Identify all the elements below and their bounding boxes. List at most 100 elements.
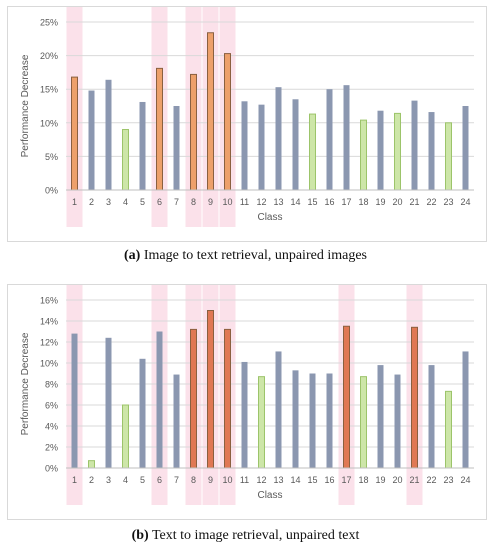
bar-2-a (88, 90, 95, 190)
x-tick-label-b: 8 (191, 475, 196, 485)
chart-panel-a: 0% 5% 10% 15% 20% 25% 1 2 3 4 5 6 7 8 9 10 11 12 13 14 15 16 1… (7, 6, 487, 242)
x-tick-label-b: 19 (375, 475, 385, 485)
x-tick-label-b: 20 (392, 475, 402, 485)
x-tick-label-b: 1 (72, 475, 77, 485)
bar-22-b (428, 365, 435, 468)
bar-1-b (71, 333, 78, 468)
x-tick-label-b: 21 (409, 475, 419, 485)
x-tick-label-b: 15 (307, 475, 317, 485)
x-tick-label-a: 24 (460, 197, 470, 207)
bar-14-b (292, 370, 299, 468)
y-tick-label-a: 15% (40, 85, 58, 95)
bar-1-a (71, 76, 78, 191)
caption-b-text: Text to image retrieval, unpaired text (148, 528, 360, 543)
bar-8-a (190, 73, 197, 191)
bar-10-a (224, 53, 231, 191)
x-tick-label-b: 5 (140, 475, 145, 485)
bar-8-b (190, 328, 197, 469)
x-tick-label-b: 9 (208, 475, 213, 485)
caption-a: (a) Image to text retrieval, unpaired im… (0, 248, 491, 264)
y-tick-label-a: 0% (45, 186, 58, 196)
bar-21-a (411, 100, 418, 190)
bar-10-b (224, 328, 231, 469)
bar-chart-b: 0%2%4%6%8%10%12%14%16%1 2 3 4 5 6 7 8 9 10 11 12 13 1… (20, 285, 474, 505)
x-tick-label-b: 11 (240, 475, 249, 485)
bar-13-a (275, 87, 282, 190)
bar-5-a (139, 101, 146, 190)
x-tick-label-a: 15 (307, 197, 317, 207)
caption-a-text: Image to text retrieval, unpaired images (140, 248, 367, 263)
x-tick-label-a: 20 (392, 197, 402, 207)
y-tick-label-b: 6% (45, 401, 58, 411)
y-tick-label-b: 10% (40, 359, 58, 369)
y-tick-label-b: 8% (45, 380, 58, 390)
bar-16-b (326, 373, 333, 468)
bar-21-b (411, 326, 418, 469)
x-tick-label-b: 23 (443, 475, 453, 485)
x-tick-label-a: 8 (191, 197, 196, 207)
x-tick-label-b: 17 (341, 475, 351, 485)
y-tick-label-b: 2% (45, 443, 58, 453)
x-tick-label-a: 14 (290, 197, 300, 207)
x-tick-label-b: 24 (460, 475, 470, 485)
caption-b-prefix: (b) (131, 528, 149, 543)
y-tick-label-b: 12% (40, 338, 58, 348)
y-tick-label-a: 25% (40, 18, 58, 28)
y-tick-label-b: 16% (40, 296, 58, 306)
x-axis-title-b: Class (257, 490, 282, 501)
bar-23-b (445, 390, 452, 469)
bar-15-a (309, 113, 316, 191)
x-tick-label-a: 16 (324, 197, 334, 207)
x-tick-label-a: 7 (174, 197, 179, 207)
x-tick-label-a: 17 (341, 197, 351, 207)
x-tick-label-b: 10 (222, 475, 232, 485)
y-tick-label-a: 20% (40, 51, 58, 61)
bar-20-b (394, 374, 401, 468)
x-tick-label-b: 18 (358, 475, 368, 485)
bar-17-b (343, 325, 350, 469)
y-tick-label-a: 10% (40, 118, 58, 128)
y-axis-title-b: Performance Decrease (20, 332, 31, 435)
bar-15-b (309, 373, 316, 468)
x-tick-label-a: 22 (426, 197, 436, 207)
x-tick-label-a: 2 (89, 197, 94, 207)
x-tick-label-a: 13 (273, 197, 283, 207)
bar-2-b (88, 460, 95, 469)
x-tick-label-a: 21 (409, 197, 419, 207)
bar-7-a (173, 106, 180, 190)
bar-14-a (292, 99, 299, 190)
x-tick-label-a: 1 (72, 197, 77, 207)
x-tick-label-a: 6 (157, 197, 162, 207)
bar-5-b (139, 358, 146, 468)
bar-22-a (428, 112, 435, 190)
y-tick-label-b: 0% (45, 464, 58, 474)
x-tick-label-b: 22 (426, 475, 436, 485)
bar-23-a (445, 122, 452, 191)
x-tick-label-b: 7 (174, 475, 179, 485)
x-axis-title-a: Class (257, 212, 282, 223)
bar-7-b (173, 374, 180, 468)
x-tick-label-a: 19 (375, 197, 385, 207)
x-tick-label-a: 9 (208, 197, 213, 207)
x-tick-label-b: 6 (157, 475, 162, 485)
bar-4-b (122, 404, 129, 469)
bar-16-a (326, 89, 333, 190)
bar-chart-a: 0%5%10%15%20%25%1 2 3 4 5 6 7 8 9 10 11 12 13 14 15 16 1… (20, 7, 474, 227)
x-tick-label-a: 11 (240, 197, 249, 207)
bar-6-a (156, 67, 163, 191)
bar-19-b (377, 365, 384, 468)
bar-9-a (207, 32, 214, 191)
caption-b: (b) Text to image retrieval, unpaired te… (0, 528, 491, 544)
bar-9-b (207, 310, 214, 469)
y-tick-label-b: 14% (40, 317, 58, 327)
x-tick-label-b: 3 (106, 475, 111, 485)
x-tick-label-b: 14 (290, 475, 300, 485)
bar-3-a (105, 79, 112, 190)
x-tick-label-b: 13 (273, 475, 283, 485)
x-tick-label-b: 16 (324, 475, 334, 485)
y-tick-label-b: 4% (45, 422, 58, 432)
chart-panel-b: 0% 2% 4% 6% 8% 10% 12% 14% 16% 1 2 3 4 5 6 7 8 9 10 11 12 13 1… (7, 284, 487, 520)
x-tick-label-a: 4 (123, 197, 128, 207)
x-tick-label-b: 12 (256, 475, 266, 485)
bar-13-b (275, 351, 282, 468)
